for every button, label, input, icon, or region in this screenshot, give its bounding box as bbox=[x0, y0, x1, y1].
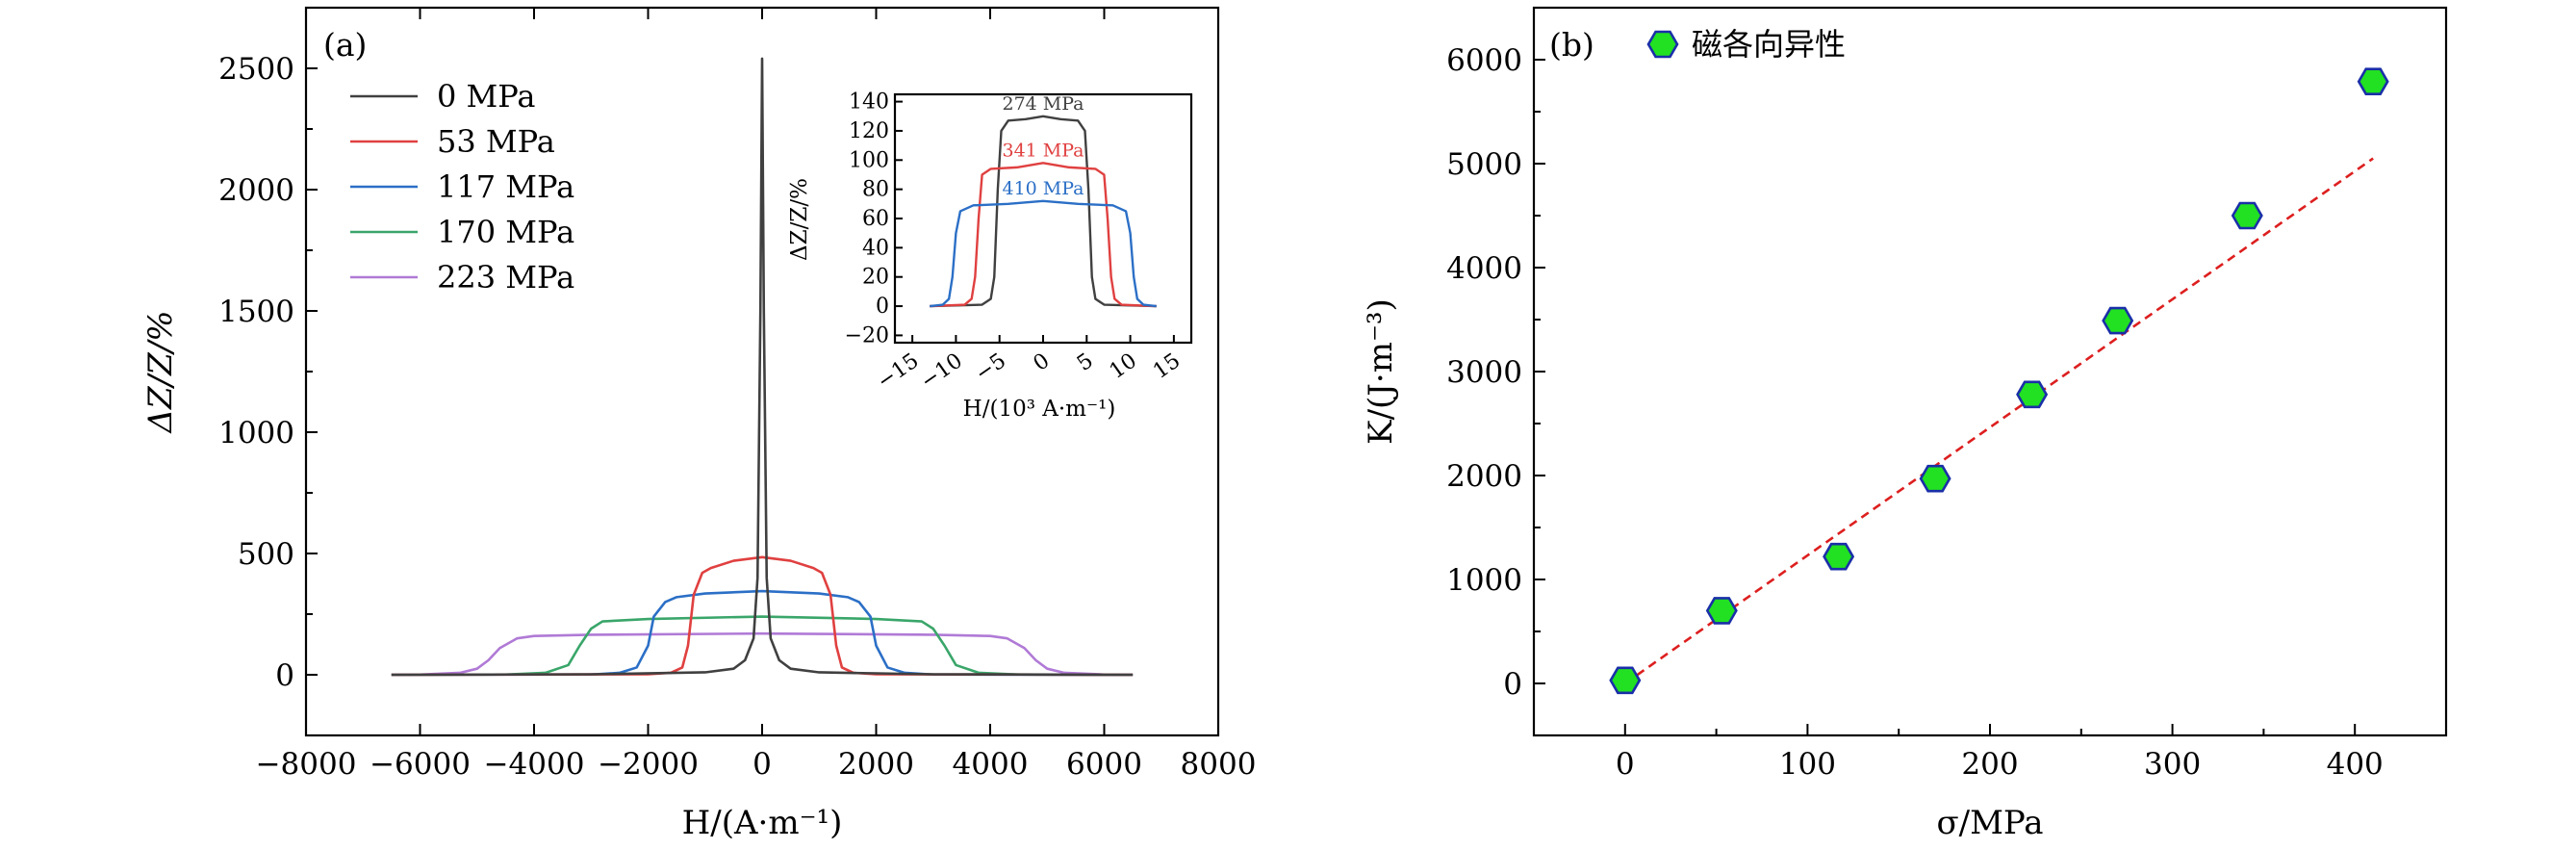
data-point bbox=[2231, 201, 2263, 230]
panel-a-ytick-label: 500 bbox=[238, 537, 294, 572]
series-line-0-mpa bbox=[391, 57, 1134, 677]
panel-b-ytick-label: 2000 bbox=[1446, 459, 1522, 494]
panel-b-fit-line bbox=[1624, 157, 2374, 685]
panel-a-label: (a) bbox=[323, 26, 367, 64]
legend-entry-label: 53 MPa bbox=[437, 123, 555, 160]
inset-ytick-label: 60 bbox=[862, 207, 889, 231]
inset-annotation: 410 MPa bbox=[1002, 178, 1084, 199]
panel-a-xtick-label: −8000 bbox=[256, 747, 357, 782]
legend-entry-label: 117 MPa bbox=[437, 168, 574, 205]
inset-ytick-label: 0 bbox=[876, 295, 889, 319]
inset-xtick-label: 0 bbox=[1030, 348, 1055, 376]
inset-xtick-label: −15 bbox=[873, 348, 923, 394]
series-line-53-mpa bbox=[391, 555, 1134, 677]
fit-line bbox=[1624, 157, 2374, 685]
data-point bbox=[2102, 306, 2134, 335]
panel-a-xtick-label: −6000 bbox=[370, 747, 471, 782]
panel-b-ytick-label: 0 bbox=[1503, 667, 1522, 702]
panel-b-ylabel: K/(J·m⁻³) bbox=[1362, 298, 1400, 445]
panel-a: −8000 −6000 −4000 −2000 0 2000 4000 6000 8000050… bbox=[141, 6, 1256, 842]
panel-a-ylabel: ΔZ/Z/% bbox=[141, 310, 180, 434]
panel-a-ytick-label: 2000 bbox=[218, 173, 294, 208]
inset-ytick-label: 20 bbox=[862, 266, 889, 290]
inset-xtick-label: −5 bbox=[971, 348, 1010, 386]
panel-a-xlabel: H/(A·m⁻¹) bbox=[682, 804, 843, 842]
data-point bbox=[1823, 542, 1855, 571]
panel-b-legend: 磁各向异性 bbox=[1646, 26, 1846, 63]
panel-a-ytick-label: 1500 bbox=[218, 295, 294, 329]
data-point bbox=[1705, 597, 1738, 625]
panel-a-xtick-label: 2000 bbox=[838, 747, 914, 782]
panel-b-xlabel: σ/MPa bbox=[1936, 804, 2043, 842]
data-point bbox=[2357, 67, 2389, 95]
panel-a-legend: 0 MPa 53 MPa 117 MPa 170 MPa 223 MPa bbox=[350, 78, 574, 296]
inset-annotation: 274 MPa bbox=[1002, 93, 1084, 115]
inset-ytick-label: 80 bbox=[862, 178, 889, 202]
inset-xtick-label: 15 bbox=[1149, 348, 1185, 384]
panel-a-xtick-label: −4000 bbox=[484, 747, 585, 782]
inset-annotations: 274 MPa 341 MPa 410 MPa bbox=[1002, 93, 1084, 199]
panel-b-ytick-label: 4000 bbox=[1446, 251, 1522, 286]
panel-b-ytick-label: 6000 bbox=[1446, 43, 1522, 78]
inset-xtick-label: 5 bbox=[1073, 348, 1098, 376]
series-line-170-mpa bbox=[391, 615, 1134, 677]
inset-xlabel: H/(10³ A·m⁻¹) bbox=[963, 397, 1116, 422]
inset-series-line-341-mpa bbox=[930, 162, 1157, 308]
panel-b-ytick-label: 1000 bbox=[1446, 563, 1522, 598]
inset-annotation: 341 MPa bbox=[1002, 140, 1084, 161]
inset-xtick-label: 10 bbox=[1106, 348, 1141, 384]
series-line-223-mpa bbox=[391, 631, 1134, 677]
panel-b-xtick-label: 0 bbox=[1616, 747, 1635, 782]
panel-a-ytick-label: 0 bbox=[275, 658, 294, 693]
inset-ytick-label: 100 bbox=[849, 148, 889, 172]
panel-a-series bbox=[391, 57, 1134, 677]
inset-series-line-274-mpa bbox=[930, 115, 1157, 308]
panel-a-xtick-label: 8000 bbox=[1181, 747, 1257, 782]
panel-b-xtick-label: 200 bbox=[1961, 747, 2018, 782]
legend-entry-label: 170 MPa bbox=[437, 214, 574, 250]
series-line-117-mpa bbox=[391, 589, 1134, 677]
data-point bbox=[2016, 380, 2049, 409]
data-point bbox=[1919, 464, 1951, 493]
panel-b-ytick-label: 3000 bbox=[1446, 355, 1522, 390]
panel-b-series bbox=[1609, 67, 2389, 695]
panel-a-xtick-label: 6000 bbox=[1066, 747, 1142, 782]
panel-a-ytick-label: 1000 bbox=[218, 416, 294, 450]
panel-a-ytick-label: 2500 bbox=[218, 52, 294, 87]
inset-series-line-410-mpa bbox=[930, 199, 1157, 308]
inset-ytick-label: 120 bbox=[849, 119, 889, 143]
inset-ylabel: ΔZ/Z/% bbox=[787, 178, 812, 261]
panel-b-xtick-label: 400 bbox=[2327, 747, 2384, 782]
legend-entry-label: 223 MPa bbox=[437, 259, 574, 296]
panel-a-xtick-label: 4000 bbox=[953, 747, 1029, 782]
panel-a-xtick-label: −2000 bbox=[598, 747, 699, 782]
panel-a-xtick-label: 0 bbox=[752, 747, 772, 782]
legend-marker bbox=[1646, 30, 1679, 59]
panel-b-xtick-label: 300 bbox=[2144, 747, 2201, 782]
panel-a-ticks: −8000 −6000 −4000 −2000 0 2000 4000 6000 8000050… bbox=[218, 8, 1256, 782]
inset-ytick-label: −20 bbox=[845, 323, 889, 347]
panel-b-label: (b) bbox=[1549, 26, 1594, 64]
panel-b-ytick-label: 5000 bbox=[1446, 147, 1522, 182]
inset-ytick-label: 40 bbox=[862, 236, 889, 260]
data-point bbox=[1609, 666, 1642, 695]
inset-xtick-label: −10 bbox=[916, 348, 966, 394]
inset-ytick-label: 140 bbox=[849, 90, 889, 115]
panel-b-xtick-label: 100 bbox=[1779, 747, 1836, 782]
panel-b-plot-frame bbox=[1532, 6, 2448, 737]
legend-entry-label: 磁各向异性 bbox=[1692, 26, 1846, 63]
legend-entry-label: 0 MPa bbox=[437, 78, 535, 115]
inset-series bbox=[930, 115, 1157, 308]
